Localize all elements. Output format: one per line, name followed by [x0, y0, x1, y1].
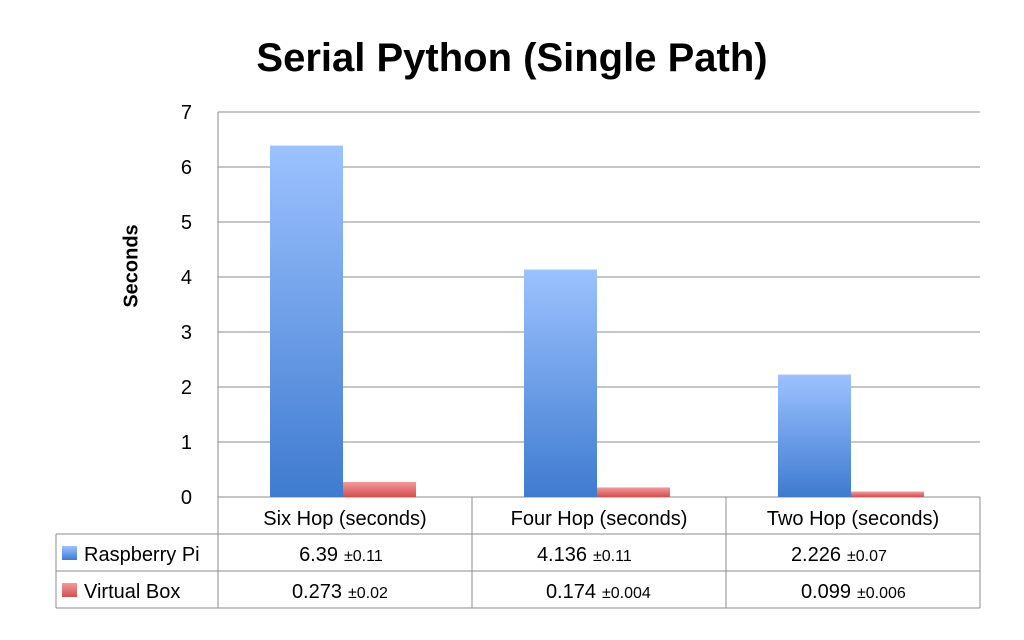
bar-raspberry-pi [270, 145, 343, 498]
error-label: ±0.11 [344, 548, 383, 565]
x-category-label: Four Hop (seconds) [511, 508, 688, 530]
y-tick-label: 5 [181, 212, 192, 234]
legend-swatch-raspberry-pi [62, 546, 77, 560]
chart-title: Serial Python (Single Path) [256, 36, 768, 80]
y-tick-label: 4 [181, 267, 192, 289]
data-value-label: 0.174 [546, 581, 596, 603]
x-category-label: Six Hop (seconds) [263, 508, 426, 530]
error-label: ±0.11 [593, 548, 632, 565]
y-tick-label: 2 [181, 377, 192, 399]
legend-label: Raspberry Pi [84, 544, 200, 566]
error-label: ±0.07 [847, 548, 887, 565]
legend-swatch-virtual-box [62, 583, 77, 597]
bar-virtual-box [597, 487, 670, 497]
error-label: ±0.004 [602, 585, 651, 602]
x-category-label: Two Hop (seconds) [767, 508, 939, 530]
y-tick-label: 3 [181, 322, 192, 344]
data-value-label: 0.099 [801, 581, 851, 603]
y-tick-label: 6 [181, 157, 192, 179]
data-value-label: 0.273 [292, 581, 342, 603]
bar-raspberry-pi [524, 269, 597, 497]
data-value-label: 4.136 [537, 544, 587, 566]
data-value-label: 6.39 [299, 544, 338, 566]
legend-label: Virtual Box [84, 581, 180, 603]
error-label: ±0.006 [857, 585, 906, 602]
bar-virtual-box [343, 481, 416, 497]
bar-raspberry-pi [778, 374, 851, 497]
bar-virtual-box [851, 491, 924, 497]
y-tick-label: 7 [181, 102, 192, 124]
y-tick-label: 0 [181, 487, 192, 509]
data-value-label: 2.226 [791, 544, 841, 566]
y-tick-label: 1 [181, 432, 192, 454]
error-label: ±0.02 [348, 585, 388, 602]
